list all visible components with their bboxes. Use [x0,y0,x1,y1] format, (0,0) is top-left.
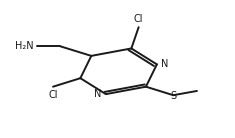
Text: H₂N: H₂N [15,41,34,51]
Text: Cl: Cl [134,14,143,24]
Text: N: N [94,89,101,99]
Text: S: S [170,91,176,101]
Text: Cl: Cl [48,90,58,100]
Text: N: N [161,59,169,69]
